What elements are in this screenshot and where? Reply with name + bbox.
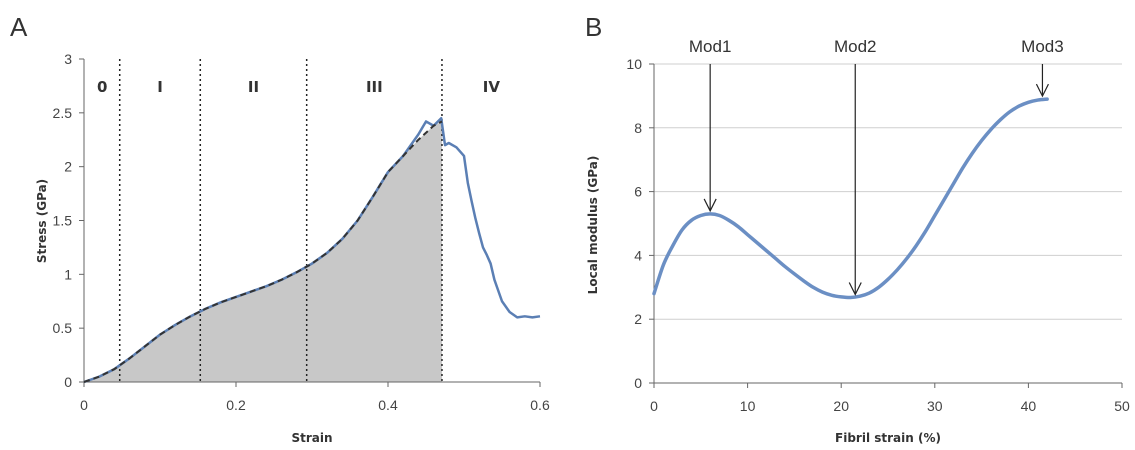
panel-b-annotation-arrow-head [703,198,717,213]
panel-b-x-tick-label: 30 [927,398,943,414]
panel-a-y-axis-title: Stress (GPa) [35,179,49,263]
panel-a-x-tick-label: 0.6 [530,397,550,413]
panel-a-y-tick-label: 0.5 [53,320,73,336]
panel-a-filled-area [84,121,442,383]
panel-a-region-label: IV [483,78,501,96]
panel-a-y-tick-label: 1.5 [53,213,73,229]
panel-b-series-line [652,97,1049,300]
panel-b-x-tick-label: 40 [1021,398,1037,414]
panel-b-letter: B [585,12,602,42]
panel-b-y-tick-label: 8 [634,120,642,136]
panel-a-y-tick-label: 1 [64,266,72,282]
panel-b: B Mod1 Mod2 Mod3 0 10 20 30 40 50 0 2 4 6 8 10 Fibri… [585,12,1130,445]
panel-a-y-tick-label: 3 [64,51,72,67]
panel-b-annotation-label: Mod3 [1021,37,1064,56]
panel-b-x-tick-label: 0 [650,398,658,414]
panel-a-series [83,116,541,384]
panel-b-annotation-label: Mod2 [834,37,877,56]
panel-b-y-tick-label: 6 [634,184,642,200]
panel-a-x-axis-title: Strain [291,431,332,445]
panel-a-y-tick-label: 2.5 [53,105,73,121]
panel-b-axes [649,63,1123,388]
panel-a-region-label: II [248,78,259,96]
panel-b-annotation-arrow-head [848,282,862,296]
panel-b-y-tick-label: 10 [626,56,642,72]
panel-a-axes [79,58,541,387]
panel-a-y-tick-labels: 0 0.5 1 1.5 2 2.5 3 [53,51,73,390]
panel-a-y-tick-label: 0 [64,374,72,390]
panel-b-x-tick-labels: 0 10 20 30 40 50 [650,398,1130,414]
panel-b-x-tick-label: 20 [833,398,849,414]
panel-a-x-tick-label: 0 [80,397,88,413]
panel-a: A 0 I II III IV 0 0.2 0.4 0.6 00.511.522.53 Str… [10,12,550,445]
panel-b-y-tick-label: 4 [634,247,642,263]
panel-a-x-tick-labels: 0 0.2 0.4 0.6 [80,397,550,413]
panel-b-annotations: Mod1 Mod2 Mod3 [689,37,1064,296]
panel-a-region-label: 0 [97,78,107,96]
panel-b-x-tick-label: 10 [740,398,756,414]
panel-b-gridlines [654,63,1122,320]
panel-b-y-tick-label: 2 [634,311,642,327]
panel-a-region-dividers [118,59,443,382]
panel-a-area-fill [84,121,442,383]
panel-a-series-dashed-line [83,120,443,383]
panel-b-y-axis-title: Local modulus (GPa) [586,156,600,295]
panel-a-x-tick-label: 0.2 [226,397,246,413]
panel-b-series [652,97,1049,300]
panel-a-y-tick-label: 2 [64,159,72,175]
panel-a-region-labels: 0 I II III IV [97,78,500,96]
panel-b-x-axis-title: Fibril strain (%) [835,431,941,445]
panel-a-x-tick-label: 0.4 [378,397,398,413]
panel-b-y-tick-labels: 0 2 4 6 8 10 [626,56,642,391]
panel-b-annotation-label: Mod1 [689,37,732,56]
panel-b-y-tick-label: 0 [634,375,642,391]
panel-a-region-label: I [157,78,163,96]
panel-b-x-tick-label: 50 [1114,398,1130,414]
panel-a-region-label: III [366,78,383,96]
panel-b-annotation-arrow-head [1035,83,1049,98]
panel-a-letter: A [10,12,28,42]
